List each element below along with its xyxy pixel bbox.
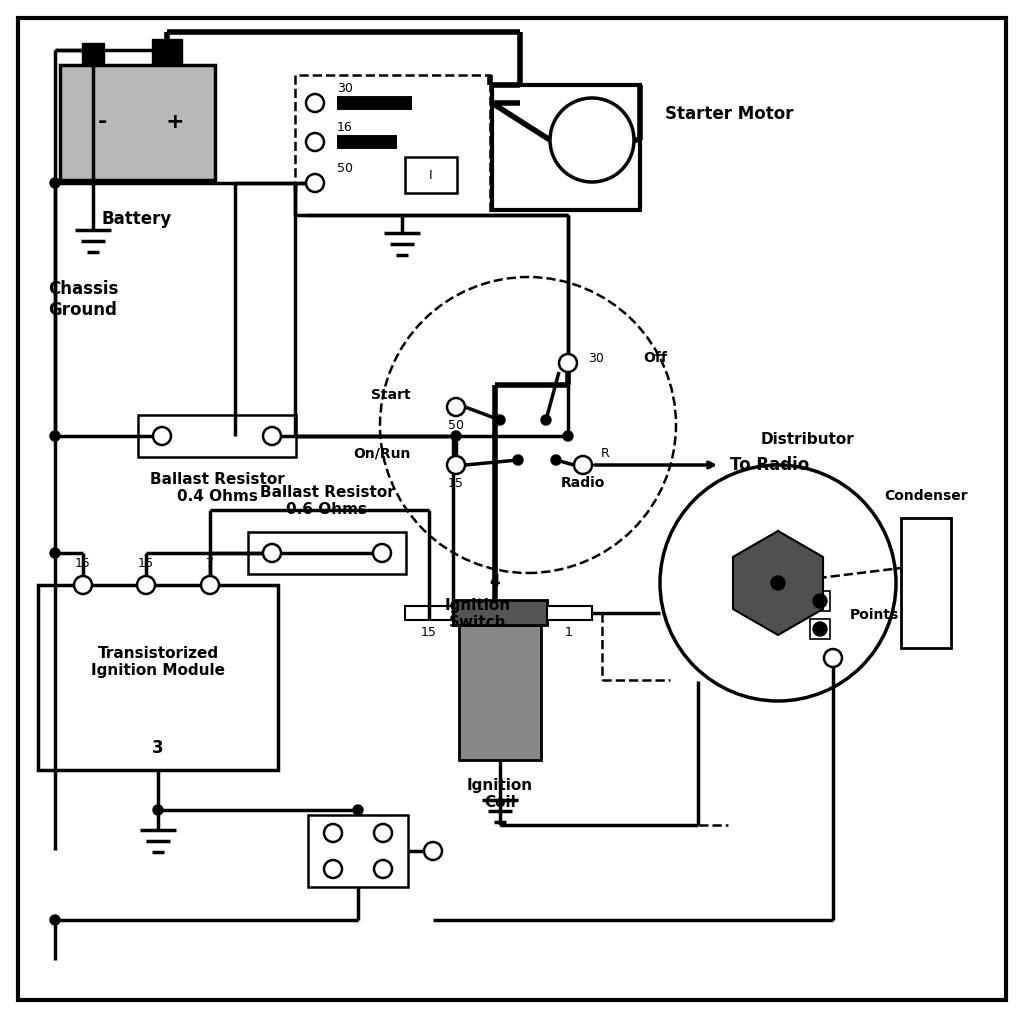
- Text: 15: 15: [449, 476, 464, 490]
- Bar: [406, 606, 453, 620]
- Text: +: +: [166, 112, 184, 132]
- Bar: [453, 600, 547, 625]
- Text: Distributor: Distributor: [761, 432, 855, 447]
- Bar: [38, 585, 278, 770]
- Text: Off: Off: [643, 351, 667, 365]
- Text: Ignition
Switch: Ignition Switch: [445, 598, 511, 630]
- Text: Battery: Battery: [101, 210, 172, 228]
- Bar: [82, 43, 104, 65]
- Bar: [810, 591, 830, 611]
- Text: Condenser: Condenser: [884, 489, 968, 503]
- Circle shape: [50, 548, 60, 558]
- Text: 50: 50: [449, 418, 464, 432]
- Bar: [152, 39, 182, 65]
- Text: Chassis
Ground: Chassis Ground: [48, 280, 118, 319]
- Circle shape: [50, 178, 60, 188]
- Circle shape: [50, 915, 60, 925]
- Bar: [248, 532, 406, 574]
- Circle shape: [813, 622, 827, 636]
- Text: Points: Points: [850, 608, 899, 622]
- Circle shape: [306, 94, 324, 112]
- Text: 50: 50: [337, 162, 353, 175]
- Bar: [295, 75, 490, 215]
- Circle shape: [324, 824, 342, 842]
- Bar: [406, 157, 457, 193]
- Circle shape: [263, 544, 281, 562]
- Text: 30: 30: [588, 351, 604, 364]
- Circle shape: [495, 415, 505, 425]
- Circle shape: [74, 576, 92, 593]
- Text: Ignition
Coil: Ignition Coil: [467, 778, 534, 810]
- Circle shape: [771, 576, 785, 590]
- Bar: [547, 606, 592, 620]
- Circle shape: [513, 455, 523, 465]
- Circle shape: [424, 842, 442, 860]
- Bar: [492, 84, 640, 210]
- Text: 16: 16: [138, 557, 154, 570]
- Text: 3: 3: [153, 739, 164, 757]
- Circle shape: [50, 431, 60, 441]
- Circle shape: [559, 354, 577, 372]
- Text: I: I: [429, 169, 433, 181]
- Circle shape: [563, 431, 573, 441]
- Bar: [308, 815, 408, 887]
- Text: 7: 7: [206, 557, 214, 570]
- Circle shape: [447, 398, 465, 416]
- Text: To Radio: To Radio: [730, 456, 809, 474]
- Text: 15: 15: [75, 557, 91, 570]
- Text: On/Run: On/Run: [353, 446, 411, 460]
- Text: 1: 1: [565, 626, 573, 639]
- Text: 15: 15: [421, 626, 437, 639]
- Text: Radio: Radio: [561, 476, 605, 490]
- Circle shape: [153, 427, 171, 445]
- Text: Ballast Resistor
0.4 Ohms: Ballast Resistor 0.4 Ohms: [150, 472, 285, 504]
- Circle shape: [353, 805, 362, 815]
- Circle shape: [201, 576, 219, 593]
- Circle shape: [306, 174, 324, 192]
- Circle shape: [153, 805, 163, 815]
- Circle shape: [263, 427, 281, 445]
- Text: R: R: [601, 447, 609, 459]
- Bar: [60, 65, 215, 180]
- Bar: [138, 415, 296, 457]
- Bar: [901, 518, 951, 648]
- Circle shape: [374, 824, 392, 842]
- Circle shape: [374, 860, 392, 878]
- Text: Start: Start: [372, 388, 411, 402]
- Text: Starter Motor: Starter Motor: [665, 105, 794, 123]
- Circle shape: [541, 415, 551, 425]
- Circle shape: [451, 431, 461, 441]
- Text: Ballast Resistor
0.6 Ohms: Ballast Resistor 0.6 Ohms: [260, 485, 394, 517]
- Text: 30: 30: [337, 82, 353, 95]
- Circle shape: [373, 544, 391, 562]
- Circle shape: [813, 593, 827, 608]
- Circle shape: [306, 133, 324, 151]
- Text: Transistorized
Ignition Module: Transistorized Ignition Module: [91, 645, 225, 678]
- Text: -: -: [97, 112, 106, 132]
- Circle shape: [447, 456, 465, 474]
- Bar: [810, 619, 830, 639]
- Circle shape: [824, 649, 842, 667]
- Bar: [459, 625, 541, 760]
- Polygon shape: [733, 531, 823, 635]
- Circle shape: [137, 576, 155, 593]
- Circle shape: [574, 456, 592, 474]
- Circle shape: [551, 455, 561, 465]
- Text: 16: 16: [337, 121, 352, 134]
- Text: 4: 4: [489, 574, 501, 589]
- Circle shape: [324, 860, 342, 878]
